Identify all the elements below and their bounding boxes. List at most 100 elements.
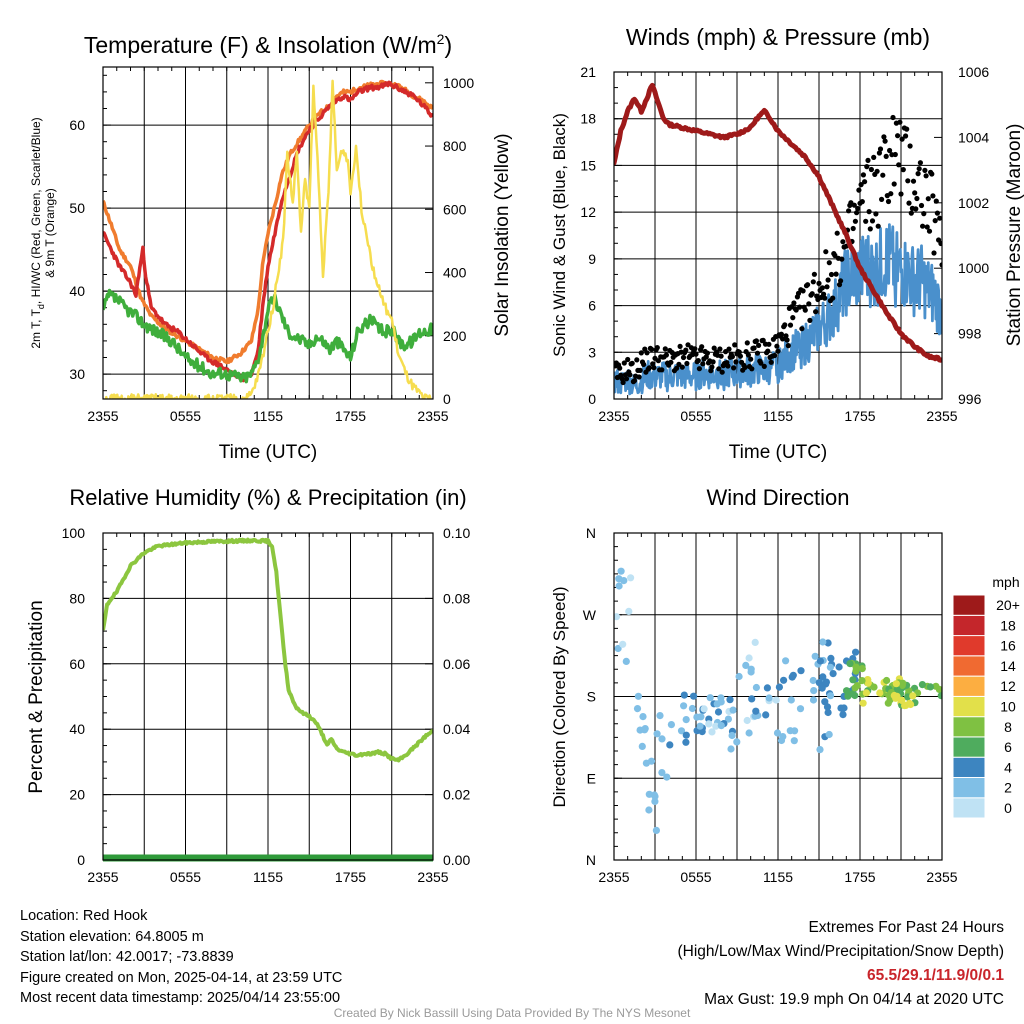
direction-point	[633, 705, 642, 713]
gust-point	[756, 342, 762, 348]
gust-point	[761, 363, 767, 369]
gust-point	[825, 277, 831, 283]
direction-point	[859, 699, 867, 707]
gust-point	[906, 200, 912, 206]
direction-point	[826, 692, 835, 700]
series-group	[103, 537, 433, 763]
y2-tick-label: 0.06	[443, 656, 470, 672]
gust-point	[677, 343, 683, 349]
direction-point	[763, 684, 772, 692]
colorbar-swatch	[952, 797, 986, 819]
y2-tick-label: 800	[443, 138, 467, 154]
gust-point	[680, 354, 687, 361]
direction-point	[797, 667, 805, 675]
colorbar-swatch	[952, 716, 986, 738]
y-tick-label: 40	[69, 721, 85, 737]
colorbar-label: 16	[1000, 638, 1016, 654]
plot-frame	[102, 66, 434, 400]
gust-point	[898, 191, 904, 197]
x-tick-label: 0555	[680, 408, 711, 424]
direction-point	[852, 648, 860, 656]
gust-point	[631, 378, 638, 384]
gust-point	[828, 271, 835, 278]
direction-point	[745, 654, 753, 662]
gust-point	[709, 364, 715, 370]
direction-point	[796, 705, 805, 713]
x-tick-label: 1755	[844, 408, 875, 424]
plot-frame	[102, 532, 434, 861]
direction-point	[724, 715, 733, 723]
gust-point	[933, 198, 939, 204]
direction-point	[858, 665, 866, 673]
gust-point	[623, 376, 630, 382]
y2-tick-label: 0.00	[443, 852, 470, 868]
y2-tick-label: 998	[958, 326, 982, 342]
gust-point	[736, 349, 742, 355]
y-tick-label: E	[587, 770, 596, 786]
direction-point	[667, 721, 676, 729]
chart-title: Wind Direction	[706, 485, 849, 510]
y2-tick-label: 996	[958, 391, 982, 407]
direction-point	[677, 727, 686, 735]
y-tick-label: 15	[580, 157, 596, 173]
gust-point	[662, 346, 668, 352]
y-tick-label: 6	[588, 298, 596, 314]
y-tick-label: 18	[580, 111, 596, 127]
gust-point	[850, 225, 856, 232]
gust-point	[621, 360, 627, 366]
colorbar-swatch	[952, 675, 986, 697]
gust-point	[863, 218, 869, 224]
gust-point	[925, 196, 931, 202]
gust-point	[787, 322, 794, 328]
gust-point	[800, 288, 806, 294]
gust-point	[838, 278, 844, 284]
direction-point	[777, 736, 786, 745]
gust-point	[651, 365, 657, 371]
direction-point	[818, 684, 826, 692]
direction-point	[835, 663, 843, 671]
gust-point	[685, 342, 691, 348]
direction-point	[625, 607, 633, 616]
gust-point	[821, 291, 827, 297]
colorbar-label: 6	[1004, 739, 1012, 755]
gust-point	[638, 350, 644, 356]
gust-point	[726, 346, 732, 352]
series-line-pressure	[614, 82, 942, 363]
gust-point	[832, 252, 838, 259]
max-gust: Max Gust: 19.9 mph On 04/14 at 2020 UTC	[704, 991, 1004, 1008]
gust-point	[846, 208, 852, 214]
gust-point	[864, 164, 870, 170]
chart-panel-winds: 2355 0555 1155 1755 2355 Winds (mph) & Pressu…	[550, 24, 1024, 463]
direction-point	[905, 699, 914, 708]
x-tick-label: 2355	[926, 408, 957, 424]
y2-tick-label: 1000	[443, 75, 474, 91]
y-tick-label: 30	[69, 366, 85, 382]
latest-timestamp: Most recent data timestamp: 2025/04/14 2…	[20, 990, 341, 1006]
direction-point	[898, 681, 906, 690]
gust-point	[859, 199, 865, 205]
direction-point	[728, 731, 736, 740]
gust-point	[729, 354, 736, 360]
gust-point	[711, 345, 717, 351]
chart-panel-humidity: 2355 0555 1155 1755 2355 Relative Humidity (%…	[26, 485, 470, 885]
gust-point	[782, 322, 788, 328]
gust-point	[766, 341, 772, 347]
direction-point	[782, 657, 790, 665]
gust-point	[914, 195, 920, 202]
gust-point	[904, 126, 910, 132]
direction-point	[639, 713, 647, 721]
gust-point	[784, 337, 790, 343]
gust-point	[655, 358, 662, 364]
gust-point	[753, 338, 760, 344]
direction-point	[853, 682, 861, 690]
gust-point	[778, 331, 785, 337]
direction-point	[726, 696, 734, 704]
gust-point	[679, 364, 685, 370]
gust-point	[646, 365, 652, 371]
direction-point	[926, 683, 935, 691]
y-tick-label: N	[586, 525, 596, 541]
gust-point	[934, 210, 941, 216]
x-tick-label: 1755	[844, 869, 875, 885]
direction-point	[844, 692, 852, 700]
gust-point	[775, 348, 781, 354]
